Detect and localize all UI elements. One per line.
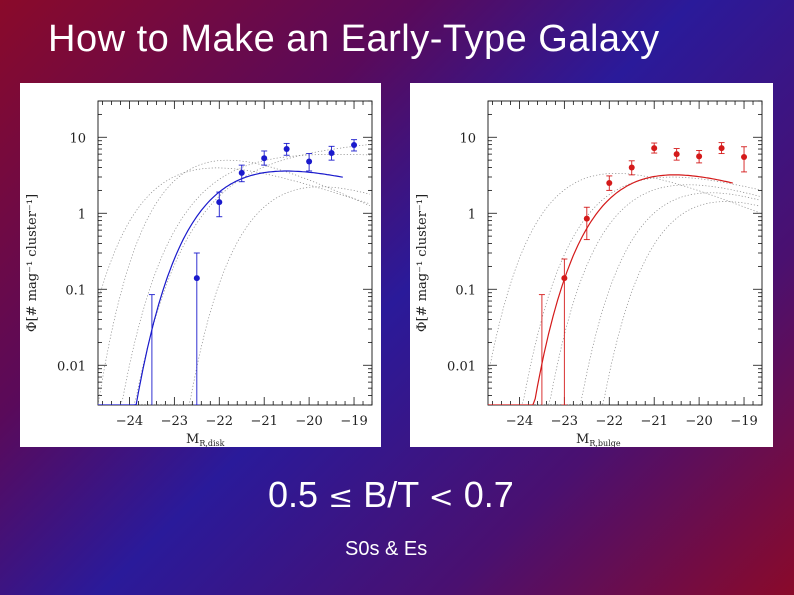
- y-tick-label: 0.01: [57, 359, 86, 374]
- model-curve-dotted: [98, 167, 370, 302]
- bt-ratio-formula: 0.5 ≤ B/T < 0.7: [268, 474, 514, 516]
- model-curve-dotted: [98, 154, 370, 405]
- luminosity-function-chart-disk: −24 −23 −22 −21 −20 −19 0.01 0.1 1 10 Φ[# mag⁻¹ cl…: [25, 100, 373, 447]
- lt-symbol: <: [428, 480, 454, 515]
- data-point: [238, 169, 245, 176]
- y-axis-label: Φ[# mag⁻¹ cluster⁻¹]: [415, 194, 430, 332]
- y-axis-label: Φ[# mag⁻¹ cluster⁻¹]: [25, 194, 40, 332]
- luminosity-function-chart-bulge: −24 −23 −22 −21 −20 −19 0.01 0.1 1 10 Φ[# mag⁻¹ cl…: [415, 100, 763, 447]
- formula-ratio: B/T: [363, 474, 419, 515]
- x-axis-label: MR,bulge: [576, 432, 621, 447]
- model-curve-dotted: [98, 144, 370, 405]
- plot-area: [98, 139, 370, 405]
- x-tick-label: −20: [685, 414, 712, 429]
- y-tick-label: 1: [78, 207, 86, 222]
- chart-panel-disk: −24 −23 −22 −21 −20 −19 0.01 0.1 1 10 Φ[# mag⁻¹ cl…: [20, 83, 381, 447]
- data-point: [651, 145, 658, 152]
- x-axis-label: MR,disk: [186, 432, 225, 447]
- x-tick-label: −21: [250, 414, 277, 429]
- le-symbol: ≤: [328, 480, 354, 515]
- data-point: [216, 199, 223, 206]
- model-curve-dotted: [98, 186, 370, 405]
- formula-upper-bound: 0.7: [463, 474, 514, 515]
- chart-panel-bulge: −24 −23 −22 −21 −20 −19 0.01 0.1 1 10 Φ[# mag⁻¹ cl…: [410, 83, 773, 447]
- x-tick-label: −23: [161, 414, 188, 429]
- model-curve-dotted: [488, 184, 760, 405]
- slide-title: How to Make an Early-Type Galaxy: [48, 18, 660, 60]
- data-point: [561, 275, 568, 282]
- data-point: [628, 164, 635, 171]
- y-tick-label: 10: [69, 131, 86, 146]
- y-tick-label: 0.1: [455, 283, 476, 298]
- x-tick-label: −21: [640, 414, 667, 429]
- galaxy-type-caption: S0s & Es: [345, 538, 428, 560]
- x-tick-label: −20: [295, 414, 322, 429]
- model-curve-dotted: [488, 176, 760, 405]
- data-point: [673, 151, 680, 158]
- x-tick-label: −19: [340, 414, 367, 429]
- data-point: [306, 158, 313, 165]
- fit-curve: [98, 170, 343, 405]
- x-tick-label: −23: [551, 414, 578, 429]
- fit-curve: [488, 174, 733, 405]
- x-tick-label: −24: [116, 414, 143, 429]
- y-tick-label: 1: [468, 207, 476, 222]
- data-point: [741, 153, 748, 160]
- x-tick-label: −22: [206, 414, 233, 429]
- data-point: [606, 180, 613, 187]
- data-point: [328, 150, 335, 157]
- x-tick-label: −22: [596, 414, 623, 429]
- plot-area: [488, 142, 760, 405]
- y-tick-label: 0.01: [447, 359, 476, 374]
- model-curve-dotted: [98, 159, 370, 405]
- model-curve-dotted: [488, 192, 760, 405]
- data-point: [261, 155, 268, 162]
- data-point: [351, 142, 358, 149]
- x-tick-label: −24: [506, 414, 533, 429]
- x-tick-label: −19: [730, 414, 757, 429]
- y-tick-label: 0.1: [65, 283, 86, 298]
- data-point: [696, 153, 703, 160]
- formula-lower-bound: 0.5: [268, 474, 319, 515]
- model-curve-dotted: [488, 173, 760, 377]
- data-point: [283, 146, 290, 153]
- data-point: [583, 215, 590, 222]
- y-tick-label: 10: [459, 131, 476, 146]
- data-point: [193, 275, 200, 282]
- data-point: [718, 145, 725, 152]
